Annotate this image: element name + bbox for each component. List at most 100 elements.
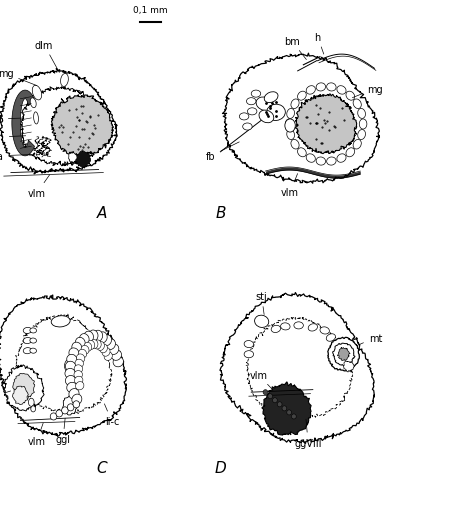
Ellipse shape (73, 401, 80, 408)
Polygon shape (337, 348, 350, 361)
Ellipse shape (246, 98, 256, 106)
Text: dlm: dlm (35, 40, 59, 73)
Ellipse shape (87, 341, 95, 350)
Ellipse shape (75, 338, 85, 348)
Ellipse shape (316, 84, 326, 92)
Ellipse shape (291, 100, 299, 109)
Ellipse shape (74, 365, 82, 373)
Ellipse shape (282, 406, 287, 411)
Ellipse shape (353, 100, 361, 109)
Ellipse shape (30, 338, 36, 343)
Text: vlm: vlm (281, 174, 299, 198)
Text: bm: bm (0, 133, 26, 143)
Ellipse shape (74, 371, 82, 379)
Text: gl: gl (0, 115, 24, 125)
Text: tra: tra (0, 152, 34, 162)
Polygon shape (333, 343, 355, 366)
Ellipse shape (285, 120, 293, 130)
Ellipse shape (93, 331, 103, 342)
Ellipse shape (75, 382, 84, 390)
Ellipse shape (67, 382, 77, 393)
Text: A: A (97, 206, 107, 221)
Ellipse shape (65, 376, 76, 386)
Polygon shape (4, 365, 44, 411)
Polygon shape (262, 382, 311, 435)
Ellipse shape (72, 394, 82, 405)
Polygon shape (69, 152, 77, 164)
Ellipse shape (353, 140, 361, 149)
Ellipse shape (337, 155, 346, 163)
Ellipse shape (67, 404, 74, 411)
Ellipse shape (287, 130, 294, 140)
Text: ggl: ggl (55, 418, 71, 444)
Ellipse shape (56, 410, 63, 417)
Ellipse shape (277, 402, 282, 407)
Ellipse shape (113, 357, 123, 367)
Text: vlm: vlm (28, 423, 46, 446)
Text: ov: ov (0, 391, 10, 401)
Ellipse shape (271, 326, 281, 333)
Polygon shape (328, 337, 359, 371)
Ellipse shape (294, 322, 303, 329)
Polygon shape (12, 386, 28, 405)
Text: sti: sti (256, 291, 267, 315)
Ellipse shape (358, 130, 365, 140)
Ellipse shape (320, 327, 329, 334)
Ellipse shape (76, 354, 85, 363)
Ellipse shape (100, 344, 108, 353)
Ellipse shape (346, 148, 355, 158)
Ellipse shape (298, 92, 306, 101)
Ellipse shape (79, 349, 87, 358)
Ellipse shape (28, 398, 34, 407)
Ellipse shape (268, 394, 273, 399)
Ellipse shape (306, 86, 315, 95)
Text: mg: mg (352, 84, 383, 98)
Ellipse shape (285, 120, 295, 133)
Ellipse shape (281, 323, 290, 330)
Ellipse shape (67, 355, 77, 365)
Text: bm: bm (283, 36, 306, 61)
Ellipse shape (106, 339, 116, 350)
Polygon shape (13, 374, 35, 399)
Ellipse shape (358, 109, 365, 119)
Polygon shape (12, 91, 35, 157)
Ellipse shape (74, 376, 83, 385)
Ellipse shape (30, 328, 36, 333)
Ellipse shape (298, 148, 306, 158)
Text: vlm: vlm (249, 370, 273, 390)
Ellipse shape (23, 338, 32, 344)
Polygon shape (295, 94, 357, 155)
Ellipse shape (244, 341, 254, 348)
Ellipse shape (65, 369, 75, 379)
Ellipse shape (327, 84, 336, 92)
Ellipse shape (104, 352, 112, 361)
Text: D: D (215, 460, 226, 475)
Ellipse shape (30, 98, 36, 109)
Text: mt: mt (357, 333, 382, 346)
Text: fb: fb (206, 142, 239, 162)
Ellipse shape (93, 340, 101, 349)
Ellipse shape (292, 414, 296, 419)
Ellipse shape (243, 124, 252, 131)
Text: vlm: vlm (28, 175, 50, 198)
Ellipse shape (306, 155, 315, 163)
Ellipse shape (51, 316, 70, 327)
Ellipse shape (81, 345, 89, 355)
Ellipse shape (64, 359, 76, 373)
Ellipse shape (91, 340, 98, 349)
Ellipse shape (255, 316, 269, 328)
Ellipse shape (32, 86, 42, 100)
Ellipse shape (239, 114, 249, 121)
Ellipse shape (50, 413, 57, 420)
Text: C: C (97, 460, 107, 475)
Ellipse shape (72, 342, 82, 353)
Ellipse shape (61, 74, 68, 87)
Ellipse shape (111, 350, 121, 361)
Ellipse shape (263, 390, 268, 395)
Ellipse shape (287, 109, 294, 119)
Ellipse shape (89, 330, 98, 341)
Ellipse shape (34, 113, 38, 125)
Ellipse shape (98, 332, 107, 343)
Polygon shape (63, 395, 77, 415)
Ellipse shape (62, 407, 68, 414)
